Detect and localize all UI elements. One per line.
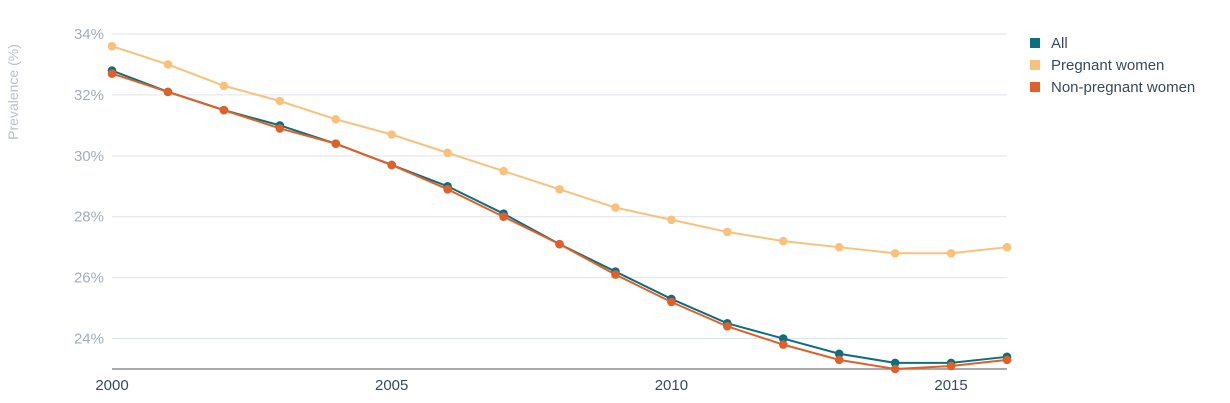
y-tick-label: 32% bbox=[74, 87, 104, 104]
data-point[interactable] bbox=[107, 69, 117, 78]
x-tick-label: 2000 bbox=[95, 377, 128, 394]
data-point[interactable] bbox=[778, 236, 788, 246]
data-point[interactable] bbox=[331, 139, 341, 148]
x-tick-label: 2005 bbox=[375, 377, 408, 394]
data-point[interactable] bbox=[163, 87, 173, 97]
legend-swatch bbox=[1030, 60, 1040, 70]
data-point[interactable] bbox=[555, 185, 564, 194]
legend-label[interactable]: Pregnant women bbox=[1051, 57, 1164, 74]
data-point[interactable] bbox=[387, 160, 396, 170]
data-point[interactable] bbox=[611, 203, 620, 212]
series-line bbox=[111, 45, 1008, 255]
x-axis-ticks: 2000 2005 2010 2015 bbox=[95, 377, 967, 394]
data-point[interactable] bbox=[443, 148, 452, 158]
data-point[interactable] bbox=[667, 297, 676, 307]
data-point[interactable] bbox=[723, 322, 732, 331]
y-tick-label: 28% bbox=[74, 209, 104, 226]
data-point[interactable] bbox=[890, 364, 900, 374]
data-point[interactable] bbox=[499, 212, 508, 222]
gridlines bbox=[112, 33, 1007, 370]
data-point[interactable] bbox=[275, 96, 285, 106]
data-point[interactable] bbox=[219, 105, 229, 115]
data-point[interactable] bbox=[163, 60, 173, 69]
legend-label[interactable]: All bbox=[1051, 35, 1068, 52]
data-point[interactable] bbox=[723, 227, 732, 237]
data-point[interactable] bbox=[387, 130, 396, 139]
y-tick-label: 24% bbox=[74, 331, 104, 348]
legend-swatch bbox=[1030, 38, 1040, 48]
data-point[interactable] bbox=[499, 166, 508, 176]
data-point[interactable] bbox=[1002, 242, 1012, 252]
data-point[interactable] bbox=[778, 334, 788, 343]
data-point[interactable] bbox=[946, 248, 956, 258]
legend-label[interactable]: Non-pregnant women bbox=[1051, 79, 1195, 96]
data-point[interactable] bbox=[834, 349, 844, 359]
y-axis-label: Prevalence (%) bbox=[5, 44, 21, 140]
series-line bbox=[111, 72, 1008, 371]
y-axis-ticks: 24% 26% 28% 30% 32% 34% bbox=[74, 26, 104, 348]
data-point[interactable] bbox=[555, 239, 564, 249]
legend: All Pregnant women Non-pregnant women bbox=[1030, 35, 1195, 96]
data-point[interactable] bbox=[946, 361, 956, 371]
series-non-pregnant-women bbox=[107, 69, 1012, 374]
data-point[interactable] bbox=[778, 340, 788, 349]
data-point[interactable] bbox=[219, 81, 229, 91]
data-point[interactable] bbox=[275, 124, 285, 133]
data-point[interactable] bbox=[611, 270, 620, 279]
data-point[interactable] bbox=[667, 215, 676, 225]
data-point[interactable] bbox=[834, 242, 844, 252]
x-tick-label: 2010 bbox=[655, 377, 688, 394]
y-tick-label: 26% bbox=[74, 270, 104, 287]
data-point[interactable] bbox=[890, 248, 900, 258]
series-pregnant-women bbox=[107, 41, 1012, 258]
y-tick-label: 30% bbox=[74, 148, 104, 165]
data-point[interactable] bbox=[331, 114, 341, 124]
legend-swatch bbox=[1030, 82, 1040, 92]
data-point[interactable] bbox=[890, 358, 900, 368]
data-point[interactable] bbox=[834, 355, 844, 365]
x-tick-label: 2015 bbox=[934, 377, 967, 394]
y-tick-label: 34% bbox=[74, 26, 104, 43]
series-lines bbox=[107, 41, 1012, 374]
data-point[interactable] bbox=[443, 185, 452, 194]
data-point[interactable] bbox=[1002, 355, 1012, 365]
data-point[interactable] bbox=[107, 41, 117, 51]
